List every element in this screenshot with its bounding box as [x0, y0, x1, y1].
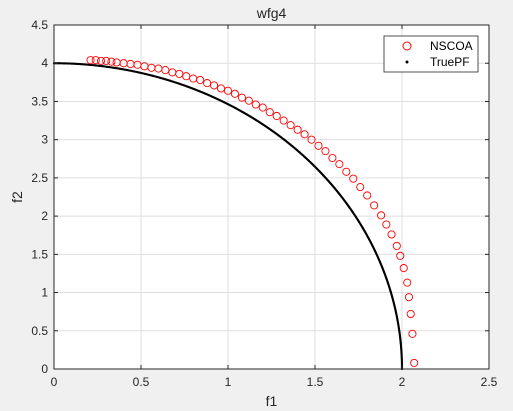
- y-tick-label: 4: [41, 56, 48, 70]
- y-tick-label: 3.5: [31, 94, 48, 108]
- nscoa-point: [251, 100, 260, 109]
- nscoa-point: [356, 183, 365, 192]
- nscoa-point: [404, 293, 414, 302]
- nscoa-point: [96, 56, 106, 65]
- nscoa-point: [223, 86, 233, 95]
- y-tick-label: 3: [41, 133, 48, 147]
- y-tick-label: 2.5: [31, 171, 48, 185]
- nscoa-point: [258, 103, 267, 112]
- y-tick-label: 4.5: [31, 18, 48, 32]
- x-tick-label: 0: [51, 375, 58, 389]
- nscoa-point: [230, 89, 240, 98]
- nscoa-point: [321, 147, 330, 156]
- nscoa-point: [265, 108, 274, 117]
- nscoa-point: [182, 72, 191, 81]
- nscoa-point: [399, 264, 408, 273]
- nscoa-point: [161, 66, 170, 75]
- nscoa-point: [107, 57, 116, 66]
- y-tick-label: 1: [41, 286, 48, 300]
- nscoa-point: [210, 81, 219, 90]
- nscoa-point: [300, 130, 309, 139]
- nscoa-point: [244, 96, 253, 105]
- legend-label-nscoa: NSCOA: [430, 39, 473, 53]
- nscoa-point: [382, 220, 391, 229]
- x-tick-label: 1: [225, 375, 232, 389]
- x-axis-ticks: 0 0.5 1 1.5 2 2.5: [51, 25, 498, 389]
- plot-area: [54, 25, 489, 369]
- nscoa-point: [293, 125, 302, 134]
- chart-title: wfg4: [256, 5, 287, 21]
- nscoa-point: [335, 160, 344, 169]
- nscoa-point: [387, 230, 396, 239]
- legend-label-truepf: TruePF: [430, 55, 470, 69]
- legend-box: [383, 35, 479, 73]
- legend: NSCOA TruePF: [383, 35, 479, 73]
- nscoa-series: [86, 56, 419, 367]
- nscoa-point: [91, 56, 100, 65]
- nscoa-point: [406, 309, 415, 319]
- nscoa-point: [272, 111, 281, 121]
- nscoa-point: [396, 251, 405, 260]
- x-tick-label: 1.5: [307, 375, 324, 389]
- nscoa-point: [203, 79, 212, 88]
- nscoa-point: [175, 69, 184, 78]
- nscoa-point: [363, 191, 372, 200]
- nscoa-point: [349, 174, 358, 183]
- y-tick-label: 0: [41, 362, 48, 376]
- nscoa-point: [216, 84, 226, 93]
- nscoa-point: [279, 116, 288, 125]
- y-tick-label: 0.5: [31, 324, 48, 338]
- nscoa-point: [196, 75, 205, 85]
- nscoa-point: [410, 358, 419, 367]
- y-tick-label: 1.5: [31, 247, 48, 261]
- nscoa-point: [408, 329, 417, 338]
- truepf-series: [52, 62, 404, 371]
- y-axis-label: f2: [9, 191, 25, 203]
- nscoa-point: [314, 141, 323, 150]
- nscoa-point: [237, 93, 246, 102]
- y-axis-ticks: 0 0.5 1 1.5 2 2.5 3 3.5 4 4.5: [31, 18, 489, 376]
- nscoa-point: [370, 201, 379, 210]
- plot-frame: [53, 24, 490, 370]
- nscoa-point: [102, 56, 111, 65]
- y-tick-label: 2: [41, 209, 48, 223]
- nscoa-point: [86, 56, 95, 65]
- x-tick-label: 2: [399, 375, 406, 389]
- x-axis-label: f1: [266, 393, 278, 409]
- nscoa-point: [286, 121, 295, 130]
- legend-marker-truepf: [405, 60, 409, 64]
- x-tick-label: 2.5: [481, 375, 498, 389]
- nscoa-point: [392, 241, 401, 250]
- nscoa-point: [403, 278, 412, 287]
- nscoa-point: [328, 153, 337, 163]
- legend-marker-nscoa: [402, 41, 412, 51]
- nscoa-point: [377, 211, 386, 220]
- x-tick-label: 0.5: [133, 375, 150, 389]
- nscoa-point: [307, 135, 316, 144]
- nscoa-point: [342, 167, 351, 176]
